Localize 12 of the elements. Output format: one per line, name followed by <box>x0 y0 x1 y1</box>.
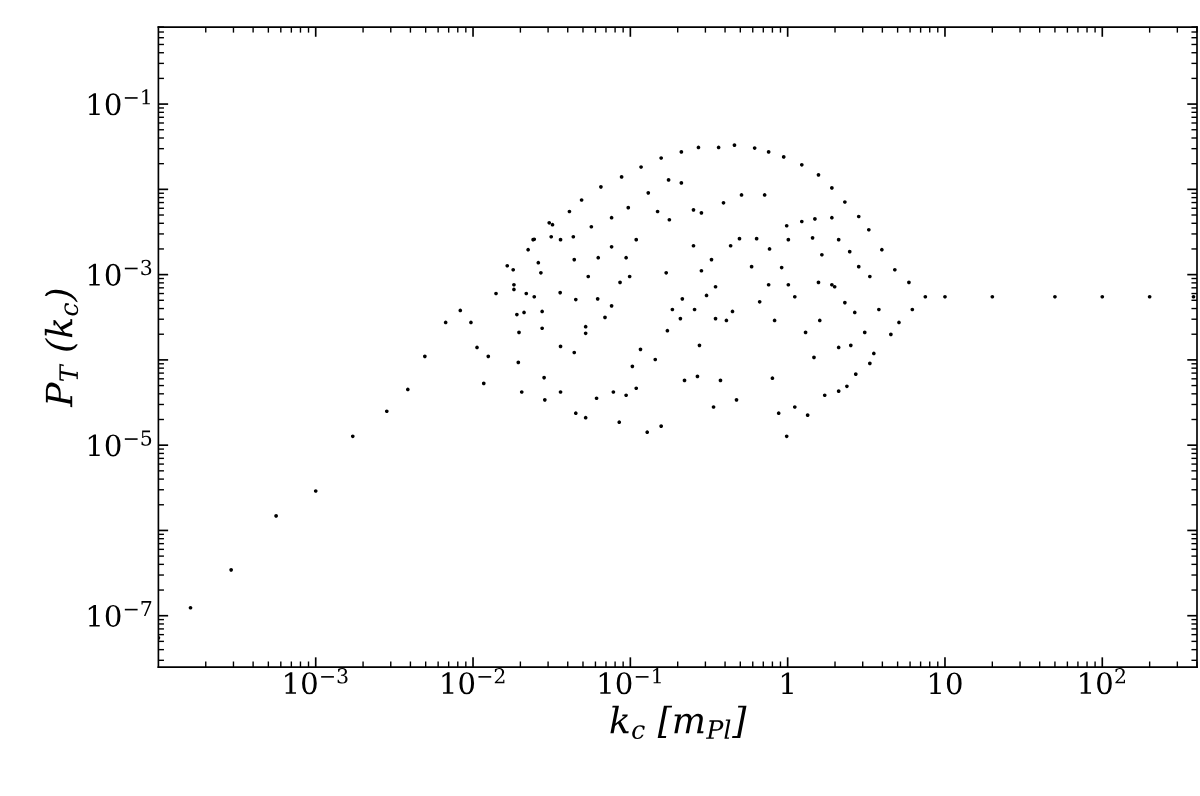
x-axis-title: k$_{c}$ [m$_{Pl}$] <box>610 705 747 740</box>
y-axis-title: P$_{T}$ (k$_{c}$) <box>44 289 79 408</box>
x-tick-label: 1 <box>781 672 793 695</box>
x-tick-label: 10$^{−1}$ <box>599 668 661 695</box>
x-tick-label: 10$^{2}$ <box>1080 668 1125 695</box>
x-tick-label: 10$^{−3}$ <box>285 668 348 695</box>
y-tick-label: 10$^{−5}$ <box>88 430 152 457</box>
x-tick-label: 10$^{−2}$ <box>442 668 505 695</box>
y-tick-label: 10$^{−3}$ <box>88 259 152 286</box>
y-tick-label: 10$^{−7}$ <box>88 601 152 628</box>
x-tick-label: 10 <box>929 672 962 695</box>
y-tick-label: 10$^{−1}$ <box>88 89 150 116</box>
